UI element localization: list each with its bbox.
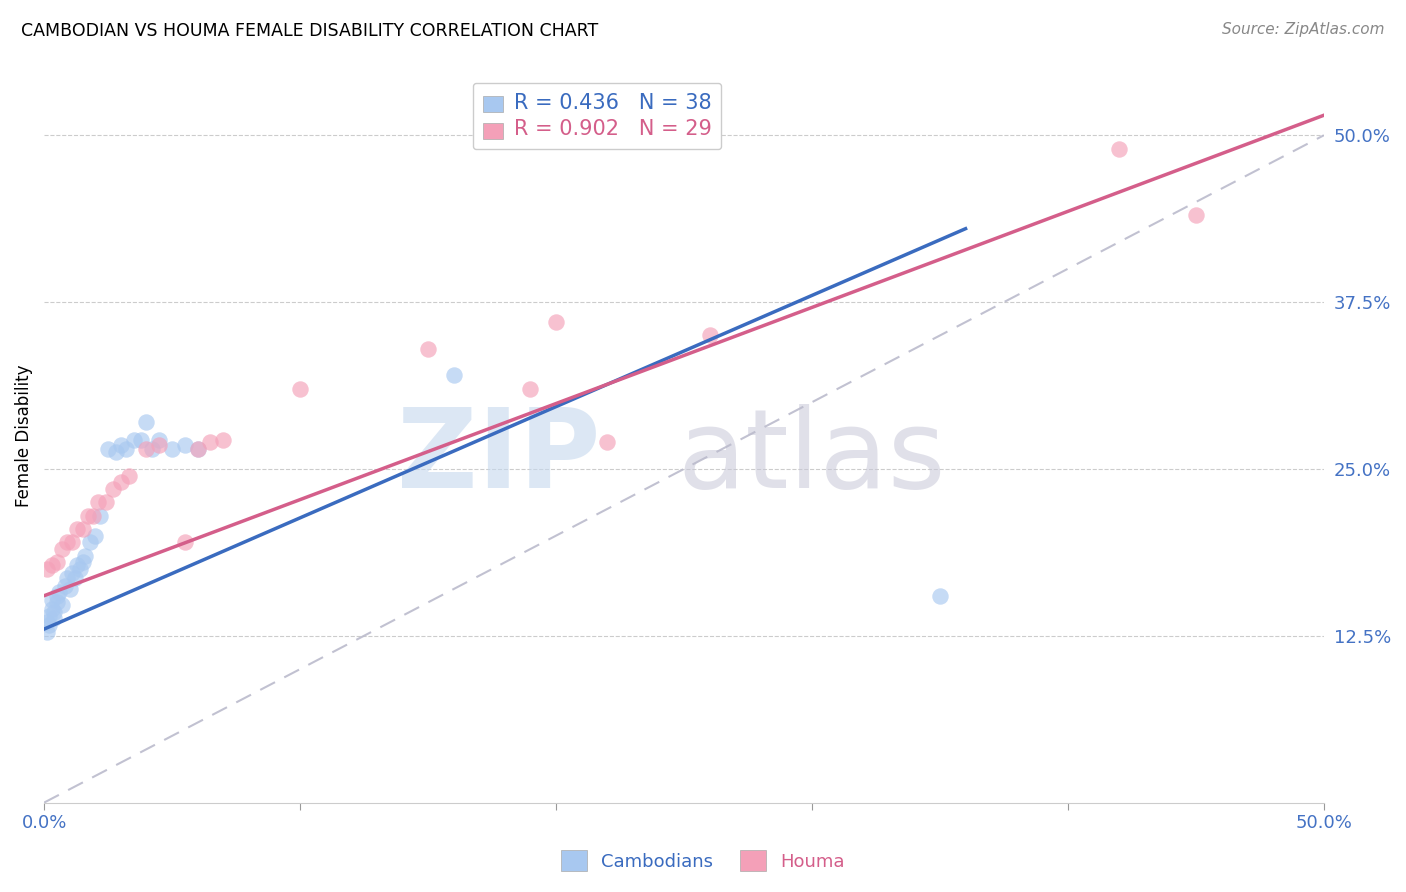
Point [1108,142,1130,156]
Point [63,571,86,585]
Point [135,442,157,456]
Point [103,482,125,496]
Point [59,582,82,596]
Point [110,438,132,452]
Point [148,438,170,452]
Point [48,584,70,599]
Point [69,562,91,576]
Point [173,438,195,452]
Point [44,605,66,619]
Text: Source: ZipAtlas.com: Source: ZipAtlas.com [1222,22,1385,37]
Point [122,433,145,447]
Point [87,495,110,509]
Point [60,535,83,549]
Point [148,433,170,447]
Point [115,442,138,456]
Point [66,522,89,536]
Point [45,595,67,609]
Point [929,589,952,603]
Point [75,549,97,563]
Point [141,442,163,456]
Text: ZIP: ZIP [398,404,600,511]
Point [84,529,107,543]
Point [117,468,139,483]
Point [135,415,157,429]
Point [72,555,94,569]
Point [76,508,98,523]
Point [60,566,83,580]
Point [35,615,58,630]
Point [160,442,183,456]
Point [38,618,60,632]
Point [89,508,111,523]
Point [104,444,127,458]
Point [596,435,619,450]
Point [416,342,439,356]
Point [53,579,76,593]
Point [51,541,73,556]
Point [66,558,89,572]
Point [44,611,66,625]
Point [56,535,79,549]
Text: atlas: atlas [678,404,946,511]
Point [97,442,120,456]
Point [41,558,63,572]
Point [41,592,63,607]
Point [519,382,541,396]
Text: CAMBODIAN VS HOUMA FEMALE DISABILITY CORRELATION CHART: CAMBODIAN VS HOUMA FEMALE DISABILITY COR… [21,22,599,40]
Point [45,555,67,569]
Legend: R = 0.436   N = 38, R = 0.902   N = 29: R = 0.436 N = 38, R = 0.902 N = 29 [474,83,721,149]
Point [56,571,79,585]
Point [699,328,721,343]
Point [38,608,60,623]
Point [82,508,104,523]
Point [35,624,58,639]
Point [94,495,117,509]
Point [72,522,94,536]
Point [187,442,209,456]
Point [45,589,67,603]
Legend: Cambodians, Houma: Cambodians, Houma [554,843,852,879]
Point [443,368,465,383]
Point [51,598,73,612]
Point [288,382,311,396]
Y-axis label: Female Disability: Female Disability [15,364,32,507]
Point [79,535,101,549]
Point [41,602,63,616]
Point [173,535,195,549]
Point [110,475,132,490]
Point [212,433,235,447]
Point [187,442,209,456]
Point [35,562,58,576]
Point [1185,208,1208,222]
Point [200,435,222,450]
Point [131,433,153,447]
Point [544,315,567,329]
